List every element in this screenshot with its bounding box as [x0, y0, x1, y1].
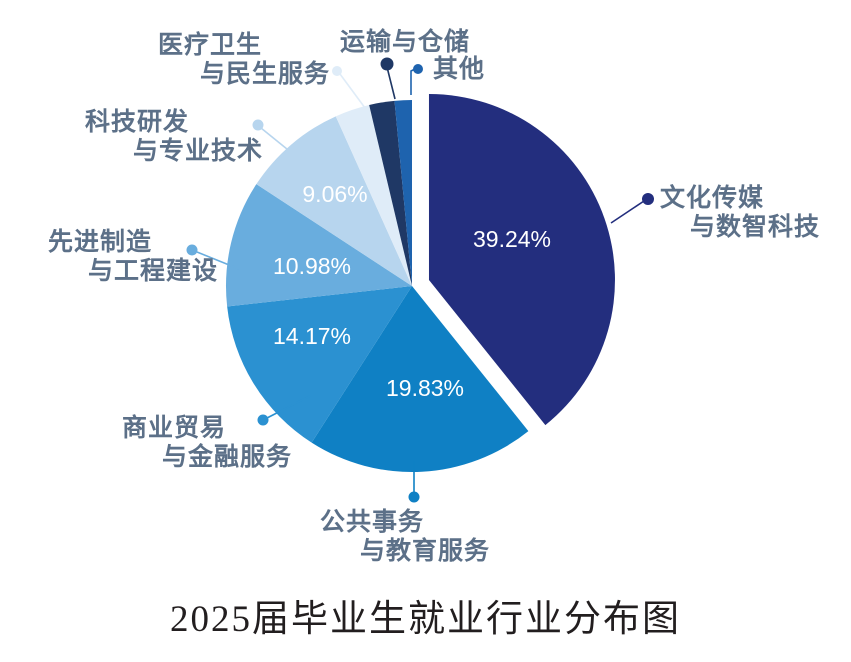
slice-label-line: 公共事务 — [320, 508, 425, 536]
slice-label-line: 与民生服务 — [200, 60, 331, 88]
slice-label-0: 文化传媒 与数智科技 — [660, 184, 820, 242]
percent-label-0: 39.24% — [473, 226, 551, 252]
slice-label-6: 运输与仓储 — [340, 28, 470, 57]
slice-label-line: 运输与仓储 — [340, 28, 471, 56]
pie-slice-7 — [394, 100, 412, 286]
slice-label-line: 商业贸易 — [122, 414, 227, 442]
pie-slice-4 — [256, 116, 412, 286]
slice-label-4: 科技研发 与专业技术 — [85, 108, 263, 166]
leader-dot-2 — [257, 414, 269, 426]
slice-label-line: 与工程建设 — [88, 257, 219, 285]
slice-label-line: 科技研发 — [85, 108, 190, 136]
leader-dot-7 — [413, 64, 423, 74]
pie-slice-1 — [311, 286, 529, 472]
leader-dot-1 — [408, 491, 420, 503]
percent-label-4: 9.06% — [302, 181, 367, 207]
chart-title: 2025届毕业生就业行业分布图 — [170, 599, 681, 640]
leader-dot-4 — [252, 119, 264, 131]
leader-dot-6 — [380, 57, 394, 71]
pie-slice-6 — [369, 100, 412, 287]
slice-label-line: 先进制造 — [48, 228, 153, 256]
slice-label-5: 医疗卫生 与民生服务 — [158, 31, 330, 89]
slice-label-line: 文化传媒 — [660, 184, 765, 212]
leader-dot-0 — [642, 193, 654, 205]
slice-label-line: 与金融服务 — [162, 443, 293, 471]
leader-line-4 — [260, 127, 304, 163]
slice-label-2: 商业贸易 与金融服务 — [122, 414, 292, 472]
leader-dot-3 — [186, 244, 198, 256]
pie-slice-2 — [227, 286, 412, 443]
slice-label-line: 与数智科技 — [690, 213, 821, 241]
slice-label-line: 其他 — [433, 55, 486, 83]
slice-label-line: 医疗卫生 — [158, 31, 263, 59]
leader-line-3 — [196, 251, 245, 272]
percent-label-2: 14.17% — [273, 323, 351, 349]
leader-dot-5 — [332, 66, 342, 76]
leader-line-0 — [610, 200, 645, 224]
leader-line-2 — [266, 395, 311, 419]
slice-label-3: 先进制造 与工程建设 — [48, 228, 218, 286]
leader-line-7 — [410, 68, 416, 95]
pie-slice-3 — [225, 184, 412, 307]
leader-line-5 — [339, 73, 369, 113]
leader-line-6 — [386, 66, 396, 100]
percent-label-3: 10.98% — [273, 253, 351, 279]
slice-label-1: 公共事务 与教育服务 — [320, 508, 490, 566]
slice-label-line: 与教育服务 — [360, 537, 491, 565]
slice-label-7: 其他 — [433, 55, 485, 84]
percent-label-1: 19.83% — [386, 375, 464, 401]
slice-label-line: 与专业技术 — [133, 137, 264, 165]
pie-slice-0 — [428, 94, 615, 426]
pie-slice-5 — [335, 105, 412, 286]
